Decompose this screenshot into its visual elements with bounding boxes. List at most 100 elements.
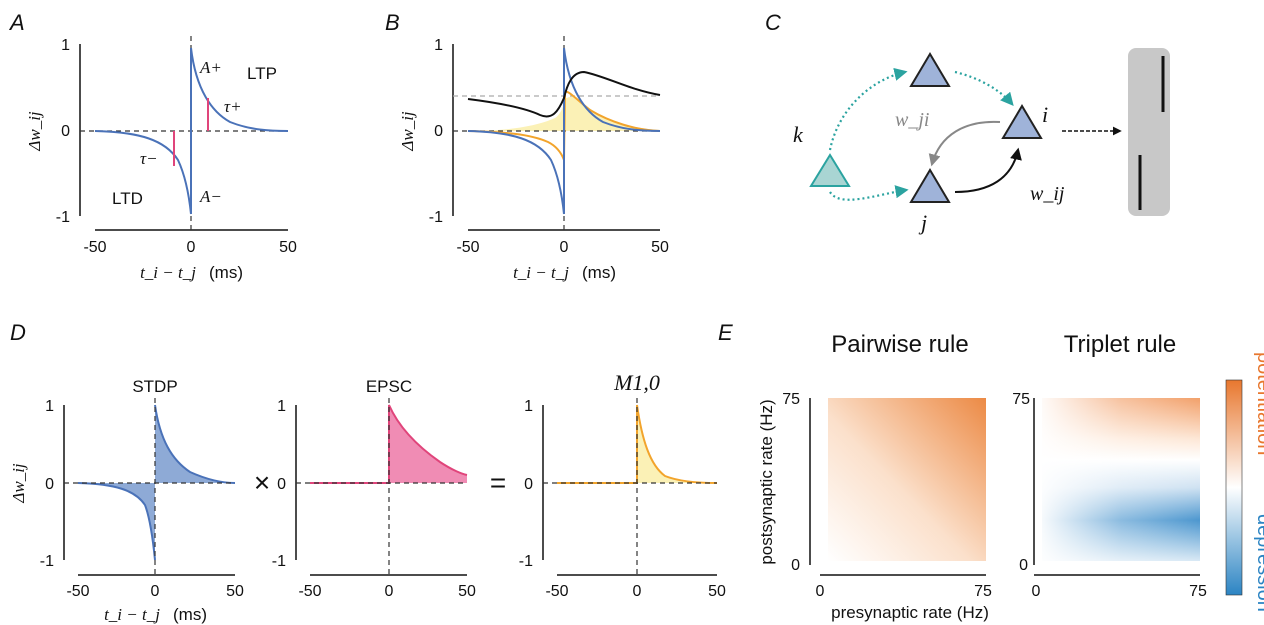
ltd-curve bbox=[94, 130, 192, 215]
panel-e: Pairwise rule Triplet rule 75 0 0 75 pos… bbox=[757, 331, 1264, 622]
y-axis-label: Δw_ij bbox=[398, 111, 417, 152]
node-j-label: j bbox=[918, 210, 927, 235]
x-axis-unit: (ms) bbox=[582, 263, 616, 282]
d3-x-tick-50: 50 bbox=[708, 583, 726, 600]
ltp-label: LTP bbox=[247, 64, 277, 83]
times-operator: × bbox=[254, 467, 270, 498]
panel-label-e: E bbox=[718, 320, 733, 345]
panel-label-b: B bbox=[385, 10, 400, 35]
y-tick-0: 0 bbox=[61, 123, 70, 140]
d3-y-tick-0: 0 bbox=[524, 476, 533, 493]
stdp-fill-negative bbox=[78, 483, 155, 560]
d2-y-tick-0: 0 bbox=[277, 476, 286, 493]
pairwise-y-tick-75: 75 bbox=[782, 391, 800, 408]
d1-x-tick-0: 0 bbox=[151, 583, 160, 600]
y-tick-1: 1 bbox=[61, 37, 70, 54]
tau-minus-label: τ− bbox=[140, 149, 158, 168]
d2-y-tick-1: 1 bbox=[277, 398, 286, 415]
panel-b: 1 0 -1 -50 0 50 Δw_ij t_i − t_j (ms) bbox=[398, 36, 669, 282]
d1-x-tick-neg50: -50 bbox=[66, 583, 89, 600]
ltp-curve bbox=[563, 47, 661, 132]
panel-label-a: A bbox=[8, 10, 25, 35]
edge-j-to-i bbox=[954, 147, 1022, 193]
triplet-x-tick-0: 0 bbox=[1032, 583, 1041, 600]
tau-plus-label: τ+ bbox=[224, 97, 242, 116]
panel-label-d: D bbox=[10, 320, 26, 345]
y-tick-neg1: -1 bbox=[429, 209, 443, 226]
weight-wij-label: w_ij bbox=[1030, 183, 1065, 205]
a-plus-label: A+ bbox=[199, 58, 222, 77]
panel-a: 1 0 -1 -50 0 50 Δw_ij t_i − t_j (ms) A+ … bbox=[25, 36, 297, 282]
pairwise-x-tick-0: 0 bbox=[816, 583, 825, 600]
x-tick-0: 0 bbox=[187, 239, 196, 256]
d1-y-tick-neg1: -1 bbox=[40, 553, 54, 570]
stdp-title: STDP bbox=[132, 377, 177, 396]
d3-y-tick-1: 1 bbox=[524, 398, 533, 415]
y-axis-label: Δw_ij bbox=[25, 111, 44, 152]
panel-d: STDP 1 0 -1 -50 0 50 Δw_ij t_i − t_j (ms… bbox=[9, 370, 726, 624]
d1-y-tick-0: 0 bbox=[45, 476, 54, 493]
triplet-x-tick-75: 75 bbox=[1189, 583, 1207, 600]
d2-x-tick-0: 0 bbox=[385, 583, 394, 600]
stdp-fill-positive bbox=[155, 405, 235, 483]
neuron-k bbox=[809, 153, 851, 187]
black-curve bbox=[467, 70, 661, 118]
y-tick-1: 1 bbox=[434, 37, 443, 54]
triplet-y-tick-75: 75 bbox=[1012, 391, 1030, 408]
d2-x-tick-50: 50 bbox=[458, 583, 476, 600]
x-tick-50: 50 bbox=[279, 239, 297, 256]
e-x-axis-label: presynaptic rate (Hz) bbox=[831, 603, 989, 622]
stdp-ltp-curve bbox=[154, 404, 236, 484]
x-axis-unit: (ms) bbox=[209, 263, 243, 282]
d3-x-tick-0: 0 bbox=[633, 583, 642, 600]
m10-fill bbox=[637, 405, 717, 483]
x-tick-50: 50 bbox=[651, 239, 669, 256]
m10-title: M1,0 bbox=[613, 370, 660, 395]
pairwise-heatmap bbox=[828, 398, 986, 561]
neuron-top bbox=[909, 52, 951, 87]
epsc-title: EPSC bbox=[366, 377, 412, 396]
d3-y-tick-neg1: -1 bbox=[519, 553, 533, 570]
triplet-heatmap-shade bbox=[1042, 398, 1200, 561]
d1-x-tick-50: 50 bbox=[226, 583, 244, 600]
x-tick-neg50: -50 bbox=[456, 239, 479, 256]
colorbar-top-label: potentiation bbox=[1253, 352, 1264, 455]
d2-x-tick-neg50: -50 bbox=[298, 583, 321, 600]
ltd-label: LTD bbox=[112, 189, 143, 208]
triplet-title: Triplet rule bbox=[1064, 331, 1176, 358]
d3-x-tick-neg50: -50 bbox=[545, 583, 568, 600]
node-i-label: i bbox=[1042, 102, 1048, 127]
epsc-fill bbox=[389, 405, 467, 483]
pairwise-x-tick-75: 75 bbox=[974, 583, 992, 600]
node-k-label: k bbox=[793, 122, 804, 147]
weight-wji-label: w_ji bbox=[895, 109, 929, 131]
edge-top-to-i bbox=[954, 70, 1014, 107]
x-axis-label: t_i − t_j bbox=[140, 263, 196, 282]
y-tick-neg1: -1 bbox=[56, 209, 70, 226]
d2-y-tick-neg1: -1 bbox=[272, 553, 286, 570]
x-axis-label: t_i − t_j bbox=[513, 263, 569, 282]
edge-i-to-j bbox=[928, 120, 1001, 167]
d-y-axis-label: Δw_ij bbox=[9, 463, 28, 504]
edge-k-to-j bbox=[829, 185, 909, 201]
d1-y-tick-1: 1 bbox=[45, 398, 54, 415]
d-x-axis-label: t_i − t_j bbox=[104, 605, 160, 624]
ltd-curve bbox=[467, 130, 565, 215]
colorbar-bottom-label: depression bbox=[1253, 514, 1264, 612]
panel-c: k i j w_ji w_ij bbox=[793, 48, 1170, 235]
neuron-j bbox=[909, 168, 951, 203]
e-y-axis-label: postsynaptic rate (Hz) bbox=[757, 399, 776, 564]
panel-label-c: C bbox=[765, 10, 781, 35]
pairwise-title: Pairwise rule bbox=[831, 331, 968, 358]
edge-k-to-top bbox=[828, 67, 908, 151]
x-tick-0: 0 bbox=[560, 239, 569, 256]
pairwise-y-tick-0: 0 bbox=[791, 557, 800, 574]
neuron-i bbox=[1001, 104, 1043, 139]
colorbar bbox=[1225, 379, 1243, 596]
x-tick-neg50: -50 bbox=[83, 239, 106, 256]
a-minus-label: A− bbox=[199, 187, 222, 206]
d-x-axis-unit: (ms) bbox=[173, 605, 207, 624]
y-tick-0: 0 bbox=[434, 123, 443, 140]
epsc-curve bbox=[310, 404, 468, 484]
